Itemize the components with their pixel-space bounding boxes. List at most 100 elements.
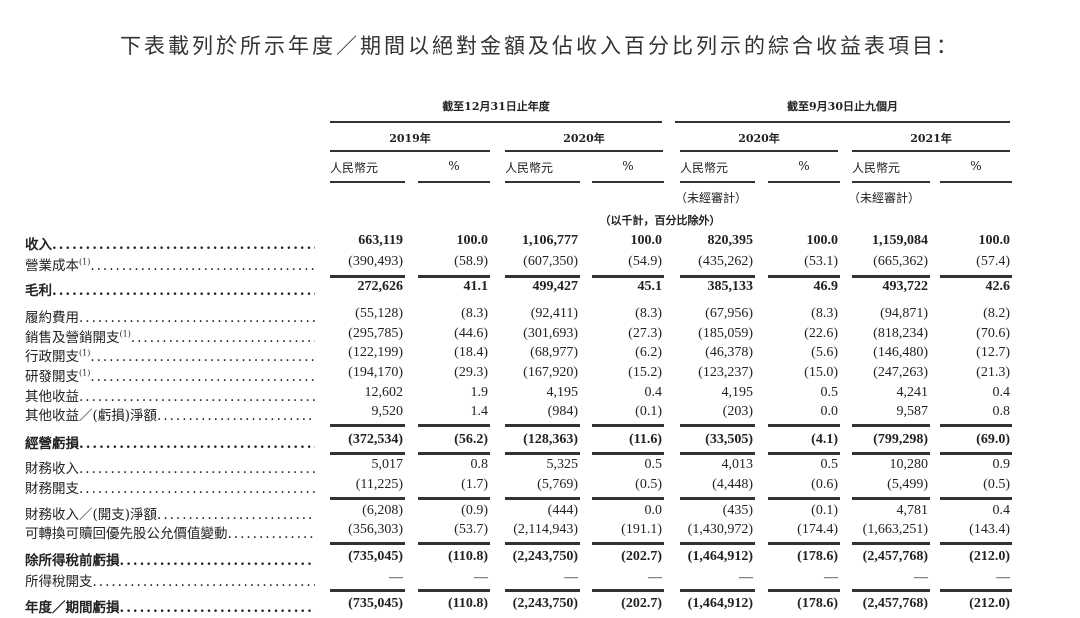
cell-value: (11.6) (628, 432, 662, 447)
total-underline (940, 497, 1012, 500)
total-underline (592, 452, 664, 455)
total-underline (768, 542, 840, 545)
cell-value: (301,693) (523, 326, 578, 341)
unaudited-note: （未經審計） (848, 191, 921, 205)
cell-value: 12,602 (364, 385, 404, 400)
divider (418, 181, 490, 183)
cell-value: (54.9) (628, 254, 662, 269)
cell-value: (174.4) (797, 522, 838, 537)
cell-value: 100.0 (456, 233, 489, 248)
cell-value: (58.9) (454, 254, 488, 269)
cell-value: (8.3) (635, 306, 662, 321)
table-row: 毛利......................................… (0, 279, 1080, 299)
cell-value: (5,499) (887, 477, 928, 492)
cell-value: (799,298) (873, 432, 928, 447)
table-row: 所得稅開支...................................… (0, 570, 1080, 590)
total-underline (592, 542, 664, 545)
cell-value: 663,119 (358, 233, 403, 248)
divider (330, 181, 405, 183)
cell-value: 0.0 (820, 404, 839, 419)
row-label: 履約費用....................................… (25, 310, 315, 326)
cell-value: 4,781 (896, 503, 929, 518)
cell-value: (110.8) (447, 596, 488, 611)
cell-value: 10,280 (889, 457, 929, 472)
cell-value: (984) (547, 404, 578, 419)
divider (940, 181, 1012, 183)
cell-value: — (564, 570, 578, 585)
cell-value: (202.7) (621, 596, 662, 611)
table-row: 研發開支(1).................................… (0, 365, 1080, 385)
cell-value: (203) (722, 404, 753, 419)
total-underline (418, 497, 490, 500)
cell-value: (146,480) (873, 345, 928, 360)
cell-value: (68,977) (530, 345, 578, 360)
cell-value: — (648, 570, 662, 585)
cell-value: 0.0 (644, 503, 663, 518)
row-label: 可轉換可贖回優先股公允價值變動.........................… (25, 526, 315, 542)
cell-value: (356,303) (348, 522, 403, 537)
cell-value: (18.4) (454, 345, 488, 360)
cell-value: 1.9 (470, 385, 489, 400)
cell-value: (202.7) (621, 549, 662, 564)
cell-value: (94,871) (880, 306, 928, 321)
table-row: 財務開支....................................… (0, 477, 1080, 497)
table-row: 經營虧損....................................… (0, 432, 1080, 452)
cell-value: 4,195 (721, 385, 754, 400)
cell-value: 499,427 (532, 279, 579, 294)
total-underline (418, 542, 490, 545)
cell-value: (735,045) (348, 549, 403, 564)
cell-value: (46,378) (705, 345, 753, 360)
total-underline (330, 424, 405, 427)
cell-value: 820,395 (707, 233, 754, 248)
cell-value: (29.3) (454, 365, 488, 380)
cell-value: (390,493) (348, 254, 403, 269)
cell-value: (56.2) (454, 432, 488, 447)
cell-value: (0.1) (635, 404, 662, 419)
divider (592, 181, 664, 183)
unit-note: （以千計，百分比除外） (599, 214, 721, 227)
divider (852, 150, 1010, 152)
cell-value: (11,225) (355, 477, 403, 492)
divider (330, 121, 662, 123)
percent-header: % (448, 159, 460, 173)
cell-value: (69.0) (976, 432, 1010, 447)
total-underline (330, 542, 405, 545)
total-underline (330, 452, 405, 455)
cell-value: (1,663,251) (862, 522, 928, 537)
cell-value: (122,199) (348, 345, 403, 360)
cell-value: (2,243,750) (512, 549, 578, 564)
cell-value: (143.4) (969, 522, 1010, 537)
cell-value: (2,114,943) (513, 522, 578, 537)
table-row: 其他收益....................................… (0, 385, 1080, 405)
cell-value: (53.7) (454, 522, 488, 537)
total-underline (852, 497, 930, 500)
total-underline (418, 424, 490, 427)
cell-value: — (389, 570, 403, 585)
divider (768, 181, 840, 183)
cell-value: 9,587 (896, 404, 929, 419)
cell-value: (212.0) (969, 549, 1010, 564)
total-underline (418, 275, 490, 278)
cell-value: (1,464,912) (687, 596, 753, 611)
total-underline (592, 275, 664, 278)
total-underline (852, 275, 930, 278)
total-underline (852, 542, 930, 545)
page-title: 下表載列於所示年度／期間以絕對金額及佔收入百分比列示的綜合收益表項目： (120, 34, 960, 58)
cell-value: (12.7) (976, 345, 1010, 360)
cell-value: (6,208) (362, 503, 403, 518)
cell-value: 46.9 (813, 279, 839, 294)
row-label: 財務開支....................................… (25, 481, 315, 497)
total-underline (592, 589, 664, 592)
cell-value: 42.6 (985, 279, 1011, 294)
cell-value: (665,362) (873, 254, 928, 269)
total-underline (852, 424, 930, 427)
row-label: 行政開支(1).................................… (25, 348, 315, 366)
cell-value: 0.5 (820, 457, 839, 472)
total-underline (505, 589, 580, 592)
cell-value: (735,045) (348, 596, 403, 611)
total-underline (680, 424, 755, 427)
table-row: 收入......................................… (0, 233, 1080, 253)
cell-value: (0.6) (811, 477, 838, 492)
total-underline (505, 542, 580, 545)
currency-header: 人民幣元 (852, 161, 901, 175)
